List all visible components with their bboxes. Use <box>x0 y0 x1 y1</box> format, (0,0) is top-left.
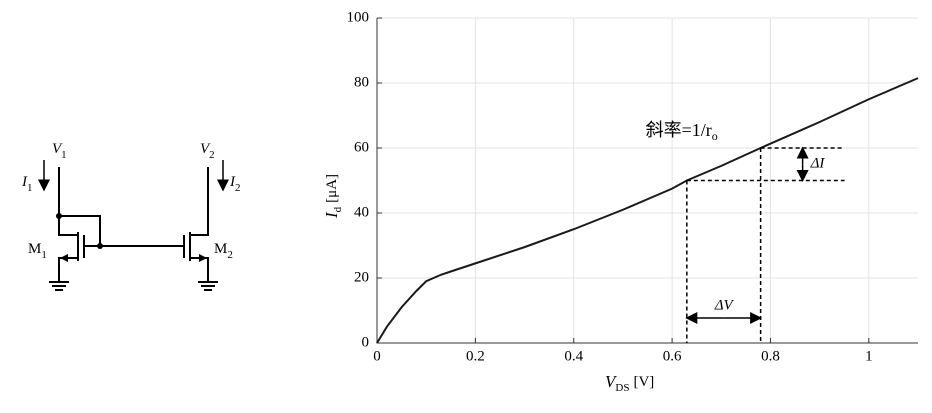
y-axis-label-main: I <box>322 211 341 219</box>
y-tick-label: 60 <box>354 139 369 155</box>
x-axis-label-main: V <box>605 372 618 391</box>
x-axis-label-sub: DS <box>615 382 629 394</box>
delta-i-label: ΔI <box>810 156 826 172</box>
y-axis-label: Id [μA] <box>322 174 344 219</box>
circuit-label-sub: 2 <box>235 182 241 194</box>
circuit-label: M2 <box>214 241 233 260</box>
slope-sub: o <box>712 129 718 143</box>
x-tick-label: 0.2 <box>466 348 485 364</box>
y-tick-label: 80 <box>354 74 369 90</box>
circuit-label: V2 <box>200 141 215 160</box>
circuit-label: M1 <box>28 241 47 260</box>
ground <box>198 281 218 291</box>
m1-wires <box>58 167 184 282</box>
y-tick-label: 100 <box>347 9 370 25</box>
circuit-label-sub: 1 <box>61 149 67 161</box>
circuit-label-sub: 2 <box>227 249 233 261</box>
circuit-label-main: M <box>28 241 41 257</box>
x-tick-label: 0.6 <box>663 348 682 364</box>
circuit-label-sub: 2 <box>209 149 215 161</box>
x-tick-label: 0 <box>373 348 381 364</box>
delta-v-label: ΔV <box>714 297 735 313</box>
circuit-label: I2 <box>229 174 241 193</box>
node <box>97 243 103 249</box>
circuit <box>38 160 229 291</box>
circuit-label-sub: 1 <box>41 249 47 261</box>
circuit-label-sub: 1 <box>27 182 33 194</box>
y-tick-label: 20 <box>354 269 369 285</box>
circuit-label: V1 <box>52 141 67 160</box>
x-axis-label-unit: [V] <box>633 374 654 390</box>
y-tick-label: 0 <box>362 334 370 350</box>
circuit-label-main: V <box>200 141 211 157</box>
slope-text: 斜率=1/r <box>646 120 712 140</box>
circuit-label: I1 <box>21 174 33 193</box>
x-tick-label: 0.8 <box>761 348 780 364</box>
y-axis-label-sub: d <box>332 206 344 212</box>
x-tick-label: 1 <box>865 348 873 364</box>
ground <box>49 281 69 291</box>
m2-wires <box>183 167 209 282</box>
chart: 0 20 40 60 80 100 0 0.2 0.4 0.6 0.8 1 VDS [V] Id [μA] ΔV… <box>322 9 919 394</box>
circuit-label-main: M <box>214 241 227 257</box>
x-axis-label: VDS [V] <box>605 372 654 394</box>
circuit-label-main: I <box>21 174 28 190</box>
node <box>56 213 62 219</box>
y-tick-label: 40 <box>354 204 369 220</box>
y-axis-label-unit: [μA] <box>324 174 340 203</box>
x-tick-label: 0.4 <box>564 348 583 364</box>
circuit-label-main: V <box>52 141 63 157</box>
m1-arrow <box>60 254 68 262</box>
m2-arrow <box>199 254 207 262</box>
circuit-label-main: I <box>229 174 236 190</box>
data-line <box>376 77 919 344</box>
slope-annotation: 斜率=1/ro <box>646 120 718 143</box>
